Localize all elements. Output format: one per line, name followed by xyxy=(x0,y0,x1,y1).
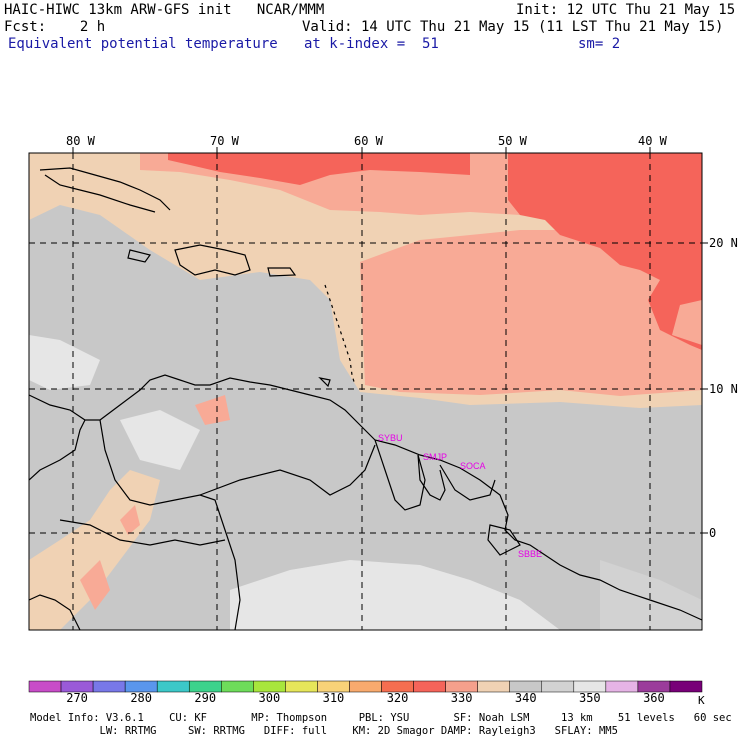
colombia-south-border xyxy=(59,519,226,546)
colorbar-swatch xyxy=(541,680,575,693)
jamaica xyxy=(127,249,152,263)
cuba-coast xyxy=(39,167,171,211)
lat-label: 20 N xyxy=(709,236,738,250)
smoothing-label: sm= 2 xyxy=(578,36,621,52)
field-350-andes xyxy=(120,410,200,470)
south-america-coast xyxy=(29,374,702,621)
init-time: Init: 12 UTC Thu 21 May 15 xyxy=(516,2,736,18)
k-index-label: at k-index = 51 xyxy=(304,36,439,52)
lon-label: 80 W xyxy=(66,134,96,148)
station-label: SBBE xyxy=(518,549,542,559)
colorbar-label: 360 xyxy=(643,691,665,705)
panama-coast xyxy=(29,419,86,481)
colombia-border xyxy=(99,419,241,630)
hispaniola xyxy=(174,244,251,276)
field-335-andes xyxy=(80,560,110,610)
colorbar-label: 290 xyxy=(194,691,217,705)
map-frame xyxy=(28,152,703,631)
colorbar-label: 280 xyxy=(130,691,152,705)
axis-ticks xyxy=(72,147,708,534)
title-line: HAIC-HIWC 13km ARW-GFS init NCAR/MMM xyxy=(4,2,325,18)
map-fields: SYBU SMJP SOCA SBBE xyxy=(29,153,702,630)
field-350-west xyxy=(29,335,100,390)
colorbar-swatch xyxy=(221,680,254,693)
field-330-east xyxy=(508,153,702,350)
colorbar-swatch xyxy=(477,680,510,693)
trinidad xyxy=(318,377,331,388)
colorbar-swatch xyxy=(413,680,446,693)
guyana-border xyxy=(374,439,426,511)
lon-label: 50 W xyxy=(498,134,528,148)
valid-time: Valid: 14 UTC Thu 21 May 15 (11 LST Thu … xyxy=(302,19,724,35)
marajo-island xyxy=(487,524,521,556)
colorbar-swatch xyxy=(92,680,126,693)
field-350-south xyxy=(230,560,560,630)
lon-label: 60 W xyxy=(354,134,384,148)
field-335-east xyxy=(360,230,702,396)
lat-label: 10 N xyxy=(709,382,738,396)
colorbar-swatch xyxy=(669,680,703,693)
station-labels: SYBU SMJP SOCA SBBE xyxy=(378,433,542,559)
field-345-se xyxy=(600,560,702,630)
field-335-andes-2 xyxy=(120,505,140,535)
colorbar-label: 350 xyxy=(578,691,601,705)
station-label: SMJP xyxy=(423,452,447,462)
station-label: SYBU xyxy=(378,433,403,443)
colorbar-swatch xyxy=(156,680,190,693)
axis-labels: 80 W 70 W 60 W 50 W 40 W 20 N 10 N 0 xyxy=(66,134,738,540)
station-label: SOCA xyxy=(460,461,486,471)
model-info-line: Model Info: V3.6.1 CU: KF MP: Thompson P… xyxy=(30,712,732,724)
colorbar-label: 320 xyxy=(386,691,409,705)
colorbar-label: 270 xyxy=(66,691,88,705)
colorbar-swatch xyxy=(605,680,639,693)
lon-label: 40 W xyxy=(638,134,668,148)
field-335-venezuela xyxy=(195,395,230,425)
coastlines xyxy=(29,167,702,630)
lon-label: 70 W xyxy=(210,134,240,148)
colorbar-swatch xyxy=(349,680,382,693)
cuba-south-coast xyxy=(44,174,156,213)
lat-label: 0 xyxy=(709,526,716,540)
graticule xyxy=(29,153,702,630)
colorbar-label: 330 xyxy=(450,691,473,705)
colorbar-label: 340 xyxy=(514,691,537,705)
field-330-north xyxy=(168,153,470,185)
french-guiana-border xyxy=(439,464,496,501)
colorbar-unit: K xyxy=(698,694,705,707)
physics-info-line: LW: RRTMG SW: RRTMG DIFF: full KM: 2D Sm… xyxy=(30,725,618,737)
lesser-antilles xyxy=(324,284,356,386)
suriname-border xyxy=(417,454,446,501)
forecast-hour: Fcst: 2 h xyxy=(4,19,106,35)
field-340-andes xyxy=(29,470,160,630)
field-name: Equivalent potential temperature xyxy=(8,36,278,52)
colorbar-swatch xyxy=(28,680,62,693)
puerto-rico xyxy=(267,267,297,277)
colorbar-label: 300 xyxy=(258,691,281,705)
colorbar xyxy=(28,680,703,693)
colorbar-label: 310 xyxy=(322,691,345,705)
colorbar-swatch xyxy=(285,680,318,693)
